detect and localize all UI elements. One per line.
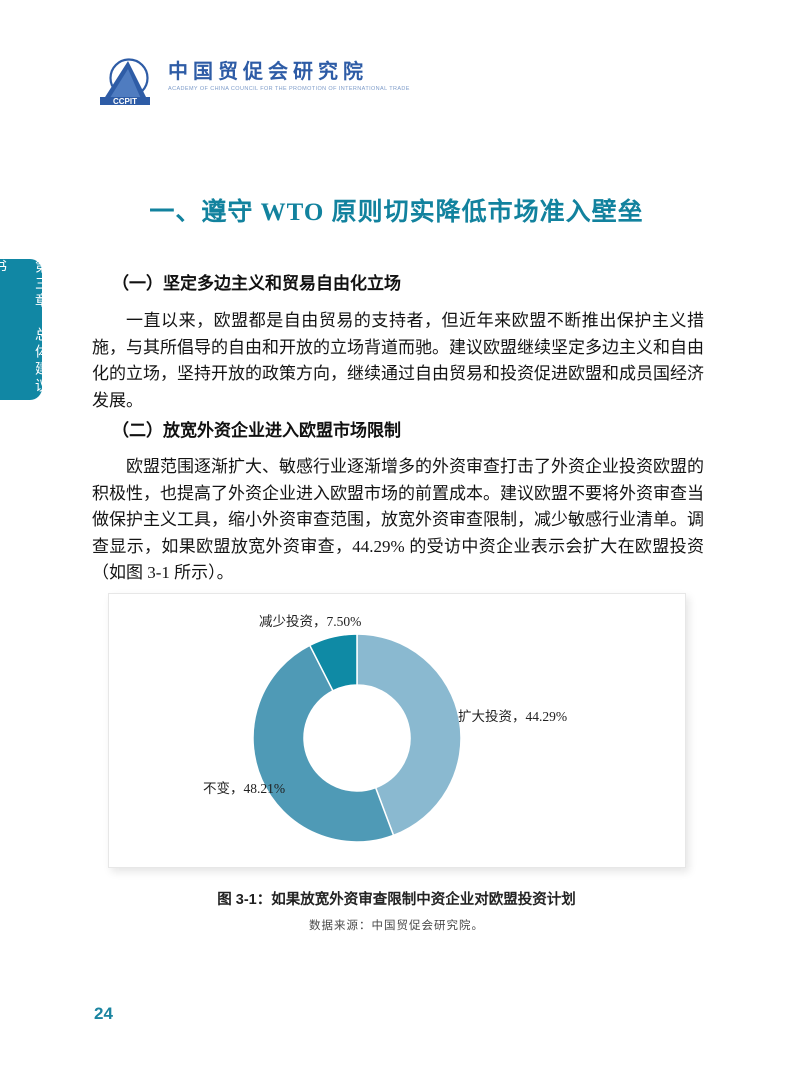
ccpit-logo: CCPIT 中国贸促会研究院 ACADEMY OF CHINA COUNCIL … (92, 53, 410, 109)
ccpit-logo-icon: CCPIT (100, 58, 150, 106)
chapter-tab-label: 第三章 总体建议书 (0, 259, 50, 395)
slice-label-reduce: 减少投资，7.50% (259, 614, 362, 629)
svg-text:CCPIT: CCPIT (113, 97, 137, 106)
donut-slice-0 (356, 633, 462, 837)
logo-name-cn: 中国贸促会研究院 (168, 61, 368, 83)
logo-name-en: ACADEMY OF CHINA COUNCIL FOR THE PROMOTI… (168, 86, 410, 92)
donut-slice-2 (308, 633, 358, 692)
figure-caption: 图 3-1：如果放宽外资审查限制中资企业对欧盟投资计划 (217, 892, 576, 908)
donut-slice-1 (252, 644, 395, 843)
chapter-tab: 第三章 总体建议书 (0, 259, 50, 400)
donut-chart (252, 633, 462, 843)
section-heading-2: （二）放宽外资企业进入欧盟市场限制 (112, 421, 401, 440)
page-title: 一、遵守 WTO 原则切实降低市场准入壁垒 (149, 199, 644, 226)
figure-chart-card: 减少投资，7.50% 扩大投资，44.29% 不变，48.21% (108, 593, 686, 868)
slice-label-expand: 扩大投资，44.29% (458, 709, 568, 724)
page-number: 24 (94, 1004, 113, 1023)
ccpit-logo-text: 中国贸促会研究院 ACADEMY OF CHINA COUNCIL FOR TH… (168, 53, 410, 92)
slice-label-same: 不变，48.21% (203, 781, 286, 796)
section-heading-1: （一）坚定多边主义和贸易自由化立场 (112, 274, 401, 293)
section-body-2: 欧盟范围逐渐扩大、敏感行业逐渐增多的外资审查打击了外资企业投资欧盟的积极性，也提… (92, 457, 704, 582)
figure-source: 数据来源：中国贸促会研究院。 (309, 920, 484, 932)
section-body-1: 一直以来，欧盟都是自由贸易的支持者，但近年来欧盟不断推出保护主义措施，与其所倡导… (92, 311, 704, 410)
